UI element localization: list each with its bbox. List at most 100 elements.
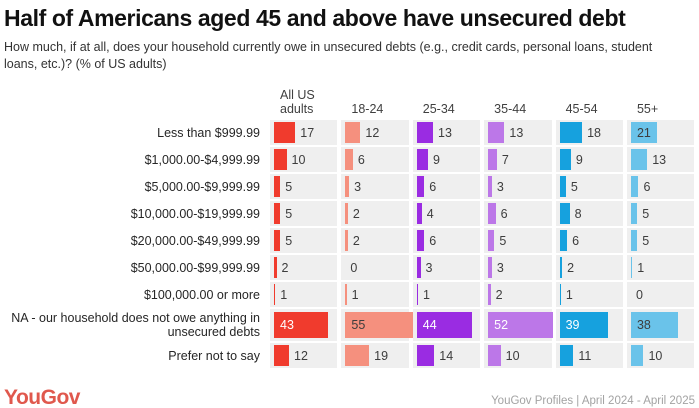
bar-cell: 44 — [412, 309, 481, 341]
value-label: 5 — [285, 233, 293, 248]
chart-row: $100,000.00 or more 1 1 1 2 1 0 — [0, 282, 699, 307]
bar-cell: 14 — [412, 343, 481, 368]
bar-cell: 21 — [626, 120, 695, 145]
bar — [274, 149, 287, 170]
chart-row: Less than $999.99 17 12 13 13 18 21 — [0, 120, 699, 145]
value-label: 1 — [637, 260, 645, 275]
value-label: 52 — [494, 318, 509, 332]
column-header: 35-44 — [494, 102, 527, 116]
bar-cell: 6 — [484, 201, 552, 226]
bar-cell: 2 — [484, 282, 552, 307]
bar — [488, 257, 492, 278]
bar-cell: 12 — [270, 343, 338, 368]
bar-cell: 52 — [484, 309, 554, 341]
value-label: 6 — [429, 233, 437, 248]
value-label: 14 — [439, 348, 454, 363]
value-label: 9 — [433, 152, 440, 167]
bar — [488, 312, 554, 338]
bar — [274, 176, 281, 197]
value-label: 6 — [643, 179, 651, 194]
bar — [416, 176, 425, 197]
row-label: $50,000.00-$99,999.99 — [130, 260, 260, 275]
bar-cell: 5 — [270, 174, 338, 199]
value-label: 18 — [587, 125, 601, 140]
value-label: 39 — [565, 318, 580, 332]
value-label: 17 — [300, 125, 315, 140]
column-header: 18-24 — [351, 102, 384, 116]
value-label: 8 — [574, 206, 582, 221]
value-label: 6 — [357, 152, 365, 167]
column-header: 45-54 — [565, 102, 598, 116]
value-label: 9 — [575, 152, 583, 167]
bar-cell: 0 — [626, 282, 695, 307]
bar — [274, 312, 328, 338]
chart-row: $20,000.00-$49,999.99 5 2 6 5 6 5 — [0, 228, 699, 253]
bar-cell: 4 — [412, 201, 481, 226]
bar-cell: 5 — [270, 228, 338, 253]
bar-cell: 6 — [626, 174, 695, 199]
bar — [488, 176, 492, 197]
value-label: 2 — [281, 260, 289, 275]
bar-cell: 12 — [341, 120, 409, 145]
bar-cell: 3 — [341, 174, 409, 199]
chart-footer: YouGov YouGov Profiles | April 2024 - Ap… — [0, 386, 699, 408]
row-label: $20,000.00-$49,999.99 — [130, 233, 260, 248]
value-label: 21 — [636, 125, 651, 140]
value-label: 5 — [642, 206, 650, 221]
value-label: 5 — [499, 233, 507, 248]
bar — [559, 230, 568, 251]
bar — [416, 230, 425, 251]
bar-cell: 55 — [341, 309, 415, 341]
value-label: 13 — [438, 125, 452, 140]
value-label: 1 — [423, 287, 430, 302]
bar — [630, 257, 633, 278]
bar-cell: 3 — [412, 255, 481, 280]
bar-cell: 5 — [626, 228, 695, 253]
bar — [416, 203, 422, 224]
bar — [630, 176, 639, 197]
bar-cell: 6 — [341, 147, 409, 172]
bar-cell: 17 — [270, 120, 338, 145]
bar-cell: 2 — [270, 255, 338, 280]
value-label: 2 — [567, 260, 575, 275]
row-label: NA - our household does not owe anything… — [11, 311, 260, 339]
value-label: 5 — [285, 206, 293, 221]
value-label: 5 — [642, 233, 650, 248]
value-label: 11 — [578, 348, 592, 363]
bar — [559, 312, 609, 338]
chart-page: Half of Americans aged 45 and above have… — [0, 5, 699, 408]
bar-cell: 5 — [626, 201, 695, 226]
bar — [630, 230, 638, 251]
bar-cell: 3 — [484, 255, 552, 280]
row-label: $10,000.00-$19,999.99 — [130, 206, 260, 221]
bar-cell: 5 — [270, 201, 338, 226]
value-label: 2 — [352, 233, 360, 248]
bar — [416, 345, 435, 366]
value-label: 13 — [652, 152, 667, 167]
bar — [630, 122, 658, 143]
bar-cell: 1 — [626, 255, 695, 280]
value-label: 1 — [280, 287, 288, 302]
page-title: Half of Americans aged 45 and above have… — [4, 5, 626, 31]
column-header: 55+ — [636, 102, 659, 116]
bar — [274, 122, 296, 143]
bar-cell: 9 — [412, 147, 481, 172]
bar — [559, 176, 566, 197]
bar-cell: 0 — [341, 255, 409, 280]
chart-subtitle: How much, if at all, does your household… — [4, 40, 653, 71]
value-label: 55 — [351, 318, 366, 332]
source-attribution: YouGov Profiles | April 2024 - April 202… — [491, 395, 695, 407]
chart-row: Prefer not to say 12 19 14 10 11 10 — [0, 343, 699, 368]
bar-cell: 13 — [626, 147, 695, 172]
value-label: 43 — [280, 318, 294, 332]
bar — [416, 122, 434, 143]
column-header: All US adults — [280, 88, 315, 116]
bar — [630, 345, 644, 366]
bar-cell: 1 — [555, 282, 623, 307]
value-label: 10 — [648, 348, 663, 363]
bar-cell: 43 — [270, 309, 338, 341]
bar — [559, 203, 570, 224]
bar-cell: 18 — [555, 120, 623, 145]
bar-cell: 6 — [412, 228, 481, 253]
chart-row: $10,000.00-$19,999.99 5 2 4 6 8 5 — [0, 201, 699, 226]
